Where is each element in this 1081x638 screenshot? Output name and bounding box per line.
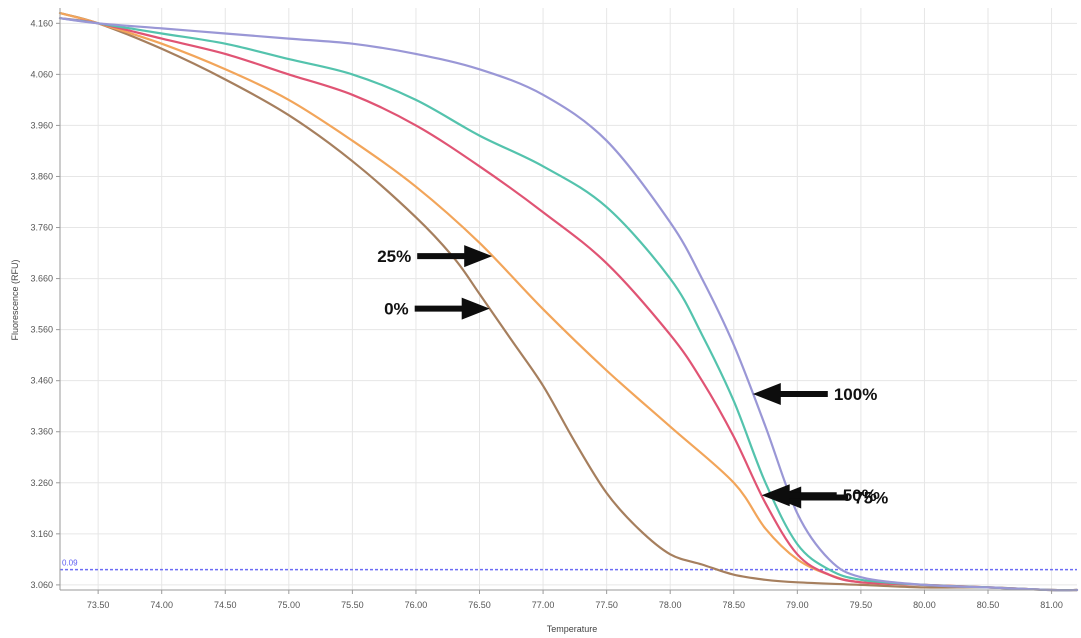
x-tick-label: 80.50 (977, 600, 1000, 610)
x-tick-label: 75.50 (341, 600, 364, 610)
series-line-50pct (58, 17, 1079, 592)
arrow-annotation-50pct: 50% (761, 484, 877, 507)
annotation-label: 50% (843, 486, 877, 505)
arrow-shape (417, 245, 493, 268)
y-tick-label: 3.560 (30, 325, 53, 335)
y-tick-label: 3.660 (30, 274, 53, 284)
plot-background (60, 8, 1077, 590)
y-tick-label: 3.960 (30, 120, 53, 130)
arrow-shape (414, 297, 490, 320)
y-tick-label: 4.060 (30, 69, 53, 79)
annotation-label: 0% (384, 300, 409, 319)
y-tick-label: 3.460 (30, 376, 53, 386)
x-tick-label: 77.00 (532, 600, 555, 610)
series-line-100pct (58, 17, 1079, 592)
arrow-annotation-0pct: 0% (384, 297, 490, 320)
x-tick-label: 81.00 (1040, 600, 1063, 610)
threshold-label: 0.09 (62, 559, 78, 568)
y-tick-label: 3.260 (30, 478, 53, 488)
series-line-75pct (58, 17, 1079, 592)
y-tick-label: 3.760 (30, 223, 53, 233)
threshold-layer: 0.09 (60, 559, 1077, 571)
arrow-annotation-25pct: 25% (377, 245, 493, 268)
arrow-shape (752, 383, 828, 405)
y-tick-label: 3.360 (30, 427, 53, 437)
x-tick-label: 78.50 (722, 600, 745, 610)
arrow-shape (761, 484, 837, 507)
y-axis-title: Fluorescence (RFU) (10, 259, 20, 340)
x-tick-label: 79.50 (850, 600, 873, 610)
y-tick-label: 3.860 (30, 171, 53, 181)
annotation-label: 75% (854, 488, 888, 507)
y-tick-label: 4.160 (30, 18, 53, 28)
y-tick-label: 3.060 (30, 580, 53, 590)
x-tick-label: 74.50 (214, 600, 237, 610)
x-tick-label: 73.50 (87, 600, 110, 610)
x-tick-label: 79.00 (786, 600, 809, 610)
x-tick-label: 76.50 (468, 600, 491, 610)
x-tick-label: 75.00 (278, 600, 301, 610)
annotation-layer: 25% 0% 100% 75%50% (377, 245, 888, 509)
x-tick-label: 80.00 (913, 600, 936, 610)
y-tick-label: 3.160 (30, 529, 53, 539)
arrow-annotation-100pct: 100% (752, 383, 877, 405)
y-axis-ticks: 3.060 3.160 3.260 3.360 3.460 3.560 3.660 3.760… (30, 18, 60, 590)
x-tick-label: 77.50 (595, 600, 618, 610)
annotation-label: 25% (377, 247, 411, 266)
x-tick-label: 74.00 (150, 600, 173, 610)
annotation-label: 100% (834, 385, 877, 404)
x-tick-label: 76.00 (405, 600, 428, 610)
x-axis-title: Temperature (547, 624, 598, 634)
grid (60, 8, 1077, 590)
x-axis-ticks: 73.50 74.00 74.50 75.00 75.50 76.00 76.50 77.00… (87, 590, 1063, 610)
series-line-0pct (58, 12, 1079, 592)
series-layer (58, 12, 1079, 592)
x-tick-label: 78.00 (659, 600, 682, 610)
